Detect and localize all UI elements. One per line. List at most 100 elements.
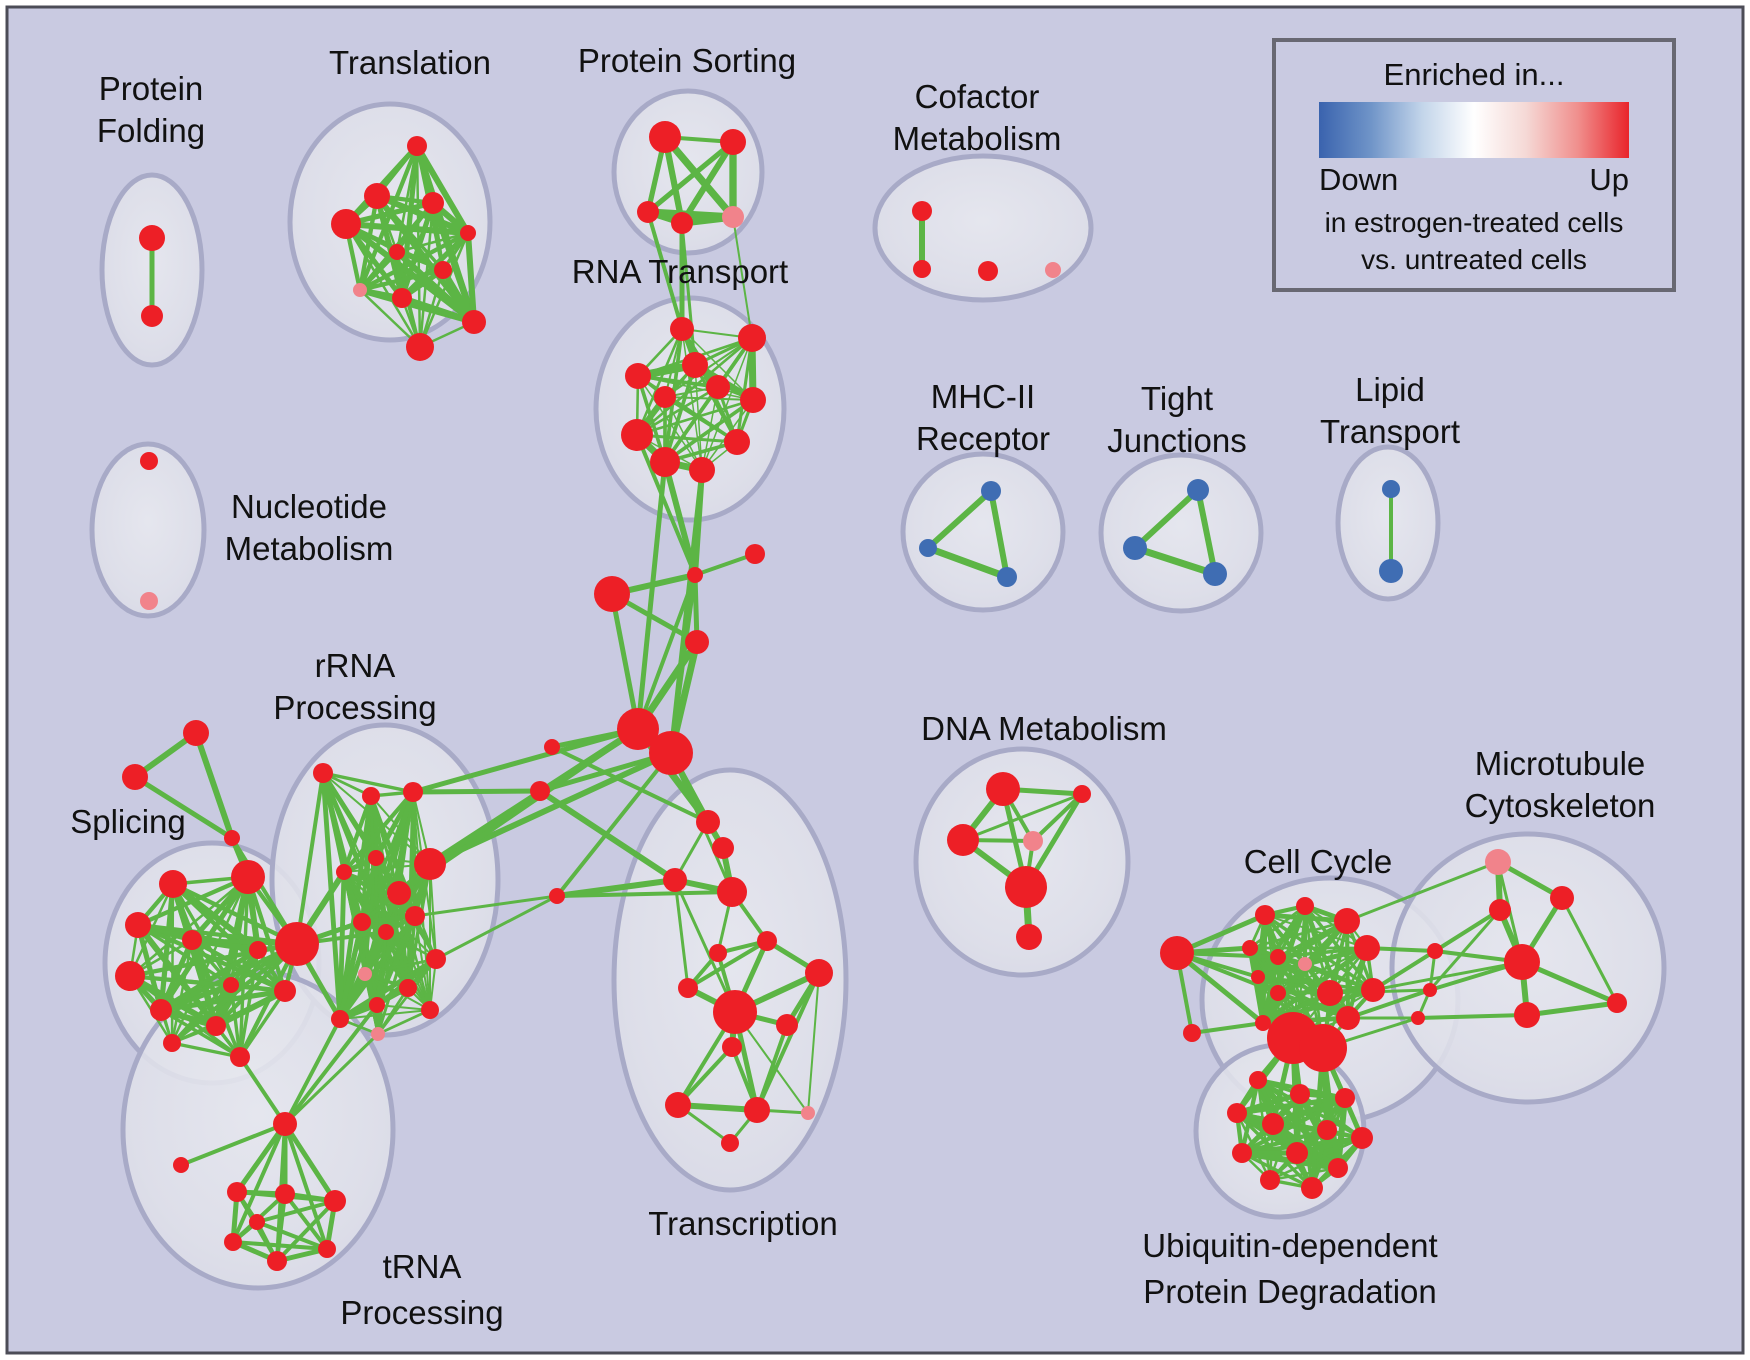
rna-transport-node-7: [621, 419, 653, 451]
legend-box: Enriched in... Down Up in estrogen-treat…: [1272, 38, 1676, 292]
ubiquitin-degradation-node-5: [1317, 1120, 1337, 1140]
rrna-processing-node-13: [369, 997, 385, 1013]
ubiquitin-degradation-node-6: [1351, 1127, 1373, 1149]
ubiquitin-degradation-node-0: [1249, 1071, 1267, 1089]
cell-cycle-node-10: [1270, 985, 1286, 1001]
cell-cycle-node-9: [1251, 970, 1265, 984]
trna-processing-node-8: [249, 1214, 265, 1230]
network-edge: [673, 878, 737, 1014]
protein-sorting-node-1: [720, 129, 746, 155]
cell-cycle-node-3: [1296, 897, 1314, 915]
network-edge: [413, 894, 559, 918]
rrna-processing-node-2: [403, 782, 423, 802]
transcription-node-4: [757, 931, 777, 951]
trna-processing-node-6: [267, 1251, 287, 1271]
ubiquitin-degradation-node-1: [1290, 1084, 1310, 1104]
network-edge: [925, 488, 994, 551]
network-edge: [555, 890, 734, 898]
splicing-node-1: [231, 860, 265, 894]
network-edge: [1560, 896, 1619, 1005]
network-edge: [1240, 1151, 1314, 1190]
network-edge: [170, 989, 287, 1045]
ubiquitin-degradation-node-3: [1227, 1103, 1247, 1123]
translation-node-9: [462, 310, 486, 334]
dna-metabolism-node-2: [947, 824, 979, 856]
network-edge: [135, 922, 300, 947]
microtubule-cytoskeleton-node-0: [1485, 849, 1511, 875]
network-edge: [170, 881, 300, 947]
protein-folding-label: Folding: [97, 112, 205, 149]
splicing-node-7: [274, 980, 296, 1002]
network-edge: [1248, 919, 1349, 950]
translation-node-4: [460, 225, 476, 241]
translation-node-0: [407, 136, 427, 156]
network-edge: [1175, 951, 1280, 995]
network-edge: [429, 199, 478, 326]
network-edge: [337, 869, 347, 1022]
cell-cycle-node-0: [1160, 936, 1194, 970]
cell-cycle-node-1: [1183, 1024, 1201, 1042]
cell-cycle-node-4: [1334, 908, 1360, 934]
ubiquitin-degradation-node-9: [1328, 1158, 1348, 1178]
network-edge: [635, 459, 668, 732]
network-edge: [1303, 962, 1375, 992]
splicing-node-11: [230, 1047, 250, 1067]
translation-node-3: [331, 209, 361, 239]
rrna-processing-node-9: [378, 924, 394, 940]
rrna-processing-node-4: [368, 850, 384, 866]
network-edge: [283, 1017, 342, 1126]
network-edge: [668, 467, 705, 756]
mhc-ii-receptor-boundary: [900, 451, 1066, 613]
network-edge: [663, 395, 755, 402]
cell-cycle-node-11: [1317, 980, 1343, 1006]
transcription-node-7: [678, 978, 698, 998]
trna-processing-node-3: [275, 1184, 295, 1204]
dna-metabolism-node-1: [1073, 785, 1091, 803]
cofactor-metabolism-label: Cofactor: [915, 78, 1040, 115]
network-edge: [169, 941, 300, 1046]
network-edge: [238, 1055, 287, 1126]
hub-node-0: [617, 708, 659, 750]
protein-sorting-node-0: [649, 121, 681, 153]
rna-transport-node-10: [689, 457, 715, 483]
rrna-processing-node-14: [331, 1010, 349, 1028]
network-edge: [1132, 487, 1201, 551]
network-edge: [1256, 975, 1375, 992]
transcription-node-3: [717, 877, 747, 907]
network-edge: [357, 230, 471, 293]
network-edge: [807, 972, 820, 1114]
network-edge: [283, 1192, 329, 1251]
network-edge: [363, 957, 438, 976]
mhc-ii-receptor-label: Receptor: [916, 420, 1050, 457]
network-edge: [1346, 988, 1432, 1020]
legend-axis-labels: Down Up: [1319, 162, 1629, 198]
network-edge: [412, 791, 431, 1011]
dna-metabolism-node-0: [986, 772, 1020, 806]
network-edge: [1371, 960, 1524, 992]
network-edge: [357, 249, 400, 293]
network-edge: [1248, 904, 1307, 950]
ubiquitin-degradation-label: Ubiquitin-dependent: [1142, 1227, 1437, 1264]
network-edge: [275, 1199, 337, 1263]
network-edge: [464, 229, 478, 326]
lipid-transport-label: Lipid: [1355, 371, 1425, 408]
cell-cycle-node-13: [1336, 1006, 1360, 1030]
transcription-label: Transcription: [648, 1205, 838, 1242]
network-edge: [555, 751, 673, 898]
network-edge: [988, 488, 1010, 580]
splicing-label: Splicing: [70, 803, 186, 840]
microtubule-cytoskeleton-node-3: [1504, 944, 1540, 980]
transcription-node-1: [712, 837, 734, 859]
protein-sorting-node-3: [671, 212, 693, 234]
network-edge: [732, 216, 753, 339]
microtubule-cytoskeleton-node-6: [1427, 943, 1443, 959]
network-edge: [663, 398, 755, 464]
network-edge: [661, 133, 737, 221]
network-edge: [337, 919, 365, 1022]
tight-junctions-node-0: [1187, 479, 1209, 501]
network-edge: [170, 1041, 242, 1059]
legend-title: Enriched in...: [1383, 57, 1565, 92]
splicing-node-4: [249, 941, 267, 959]
network-edge: [373, 789, 416, 861]
